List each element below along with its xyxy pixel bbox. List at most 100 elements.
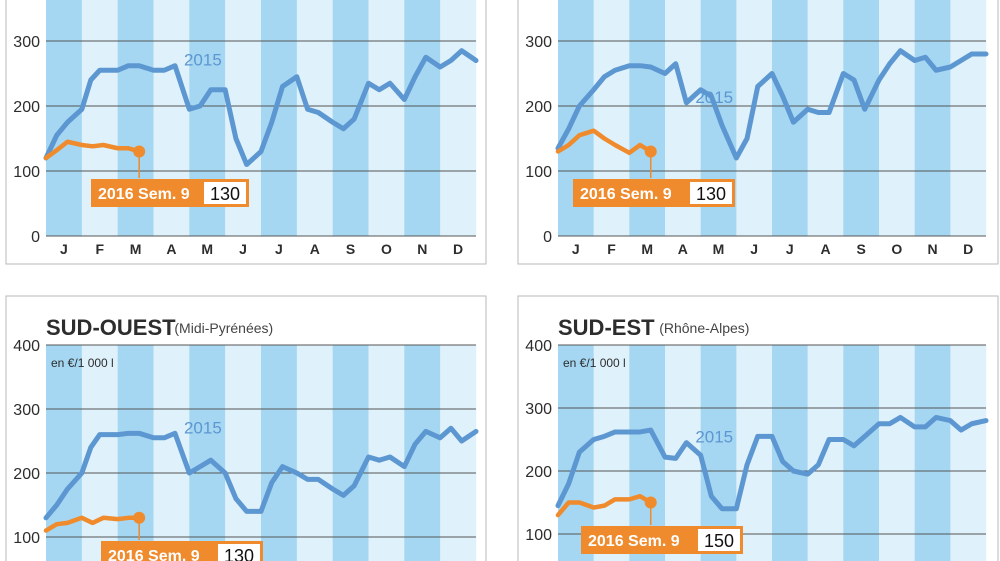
chart-panel-1: 0 100 200 300 J F M A M J J A S O N D 2015 2016 Sem. 9 130 (5, 0, 487, 265)
series-label-2015: 2015 (695, 88, 733, 107)
month-band (558, 345, 594, 561)
chart-panel-4: 100 200 300 400 SUD-EST (Rhône-Alpes) en €/1 0… (517, 295, 999, 561)
series-line-2016 (555, 128, 653, 156)
month-band (296, 345, 333, 561)
chart-title: SUD-OUEST (46, 315, 176, 340)
month-band (332, 345, 369, 561)
chart-region-note: (Midi-Pyrénées) (174, 320, 273, 336)
month-band (261, 345, 298, 561)
y-tick-label: 200 (13, 99, 40, 116)
chart-panel-2: 0 100 200 300 J F M A M J J A S O N D 2015 2016 Sem. 9 130 (517, 0, 999, 265)
month-label: D (453, 241, 463, 257)
callout-value-box (218, 544, 260, 561)
month-band (843, 345, 880, 561)
series-label-2015: 2015 (695, 428, 733, 447)
series-end-marker (644, 145, 657, 158)
month-band (225, 345, 262, 561)
month-label: F (607, 241, 616, 257)
y-tick-label: 400 (525, 338, 552, 355)
month-label: S (346, 241, 355, 257)
y-tick-label: 300 (525, 401, 552, 418)
series-line-2015 (555, 48, 989, 161)
y-tick-label: 0 (543, 229, 552, 246)
month-band (879, 345, 915, 561)
month-band (593, 345, 630, 561)
month-band (368, 0, 405, 236)
month-label: S (856, 241, 865, 257)
month-band (440, 0, 477, 236)
callout-label: 2016 Sem. 9 (98, 186, 190, 203)
month-band (843, 0, 880, 236)
month-band (189, 345, 226, 561)
series-line-2015 (43, 425, 479, 521)
chart-title: SUD-EST (558, 315, 655, 340)
month-band (950, 345, 987, 561)
y-tick-label: 300 (13, 402, 40, 419)
series-end-marker (133, 511, 146, 524)
month-label: J (60, 241, 68, 257)
month-band (879, 0, 915, 236)
callout-value: 130 (210, 184, 240, 204)
chart-panel-3: 100 200 300 400 SUD-OUEST(Midi-Pyrénées) en €… (5, 295, 487, 561)
y-tick-label: 200 (525, 464, 552, 481)
callout-value-box (690, 182, 732, 204)
month-band (440, 345, 477, 561)
series-line-2016 (43, 139, 142, 161)
series-line-2015 (43, 48, 479, 167)
y-tick-label: 200 (13, 466, 40, 483)
y-tick-label: 100 (13, 164, 40, 181)
month-band (629, 345, 666, 561)
month-band (261, 0, 298, 236)
callout-label: 2016 Sem. 9 (588, 533, 680, 550)
series-end-marker (644, 496, 657, 509)
month-label: N (417, 241, 427, 257)
y-tick-label: 200 (525, 99, 552, 116)
month-band (950, 0, 987, 236)
month-label: O (891, 241, 902, 257)
y-tick-label: 300 (13, 34, 40, 51)
y-tick-label: 100 (525, 164, 552, 181)
month-label: J (275, 241, 283, 257)
month-band (736, 0, 773, 236)
month-label: J (572, 241, 580, 257)
callout-value-box (698, 529, 740, 551)
chart-region-note: (Rhône-Alpes) (659, 320, 749, 336)
month-label: A (820, 241, 830, 257)
month-label: J (786, 241, 794, 257)
month-label: N (927, 241, 937, 257)
month-band (404, 0, 441, 236)
month-label: J (239, 241, 247, 257)
callout-value: 130 (696, 184, 726, 204)
month-label: M (130, 241, 142, 257)
callout-value: 130 (224, 546, 254, 561)
unit-label: en €/1 000 l (563, 356, 626, 370)
month-label: J (750, 241, 758, 257)
month-band (736, 345, 773, 561)
callout-label: 2016 Sem. 9 (108, 548, 200, 561)
callout-value-box (204, 182, 246, 204)
month-label: O (381, 241, 392, 257)
series-end-marker (133, 145, 146, 158)
series-label-2015: 2015 (184, 51, 222, 70)
series-label-2015: 2015 (184, 418, 222, 437)
month-band (700, 345, 737, 561)
series-line-2016 (555, 493, 653, 518)
month-band (914, 345, 951, 561)
month-band (807, 0, 844, 236)
month-label: M (641, 241, 653, 257)
month-band (117, 345, 154, 561)
y-tick-label: 400 (13, 338, 40, 355)
callout-label: 2016 Sem. 9 (580, 186, 672, 203)
month-label: M (713, 241, 725, 257)
month-label: A (310, 241, 320, 257)
month-label: F (95, 241, 104, 257)
month-band (368, 345, 405, 561)
y-tick-label: 100 (525, 527, 552, 544)
y-tick-label: 0 (31, 229, 40, 246)
series-line-2015 (555, 414, 989, 512)
month-label: M (201, 241, 213, 257)
month-band (914, 0, 951, 236)
callout-value: 150 (704, 531, 734, 551)
unit-label: en €/1 000 l (51, 356, 114, 370)
